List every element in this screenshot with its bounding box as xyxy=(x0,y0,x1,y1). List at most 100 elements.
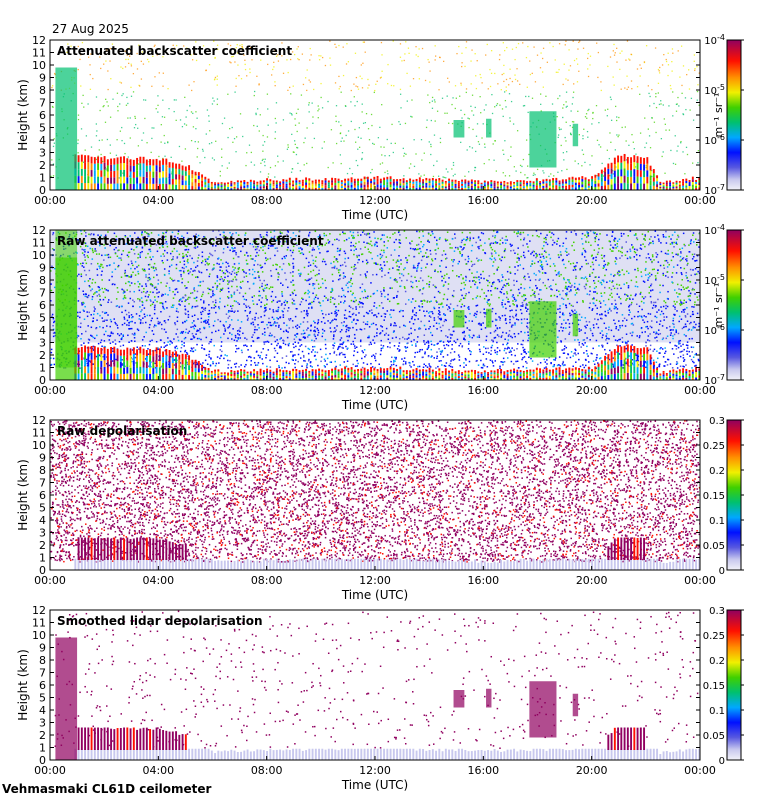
x-tick-label: 20:00 xyxy=(576,384,608,397)
x-tick-label: 16:00 xyxy=(467,384,499,397)
colorbar-tick-label: 0.1 xyxy=(709,706,725,717)
colorbar xyxy=(726,39,742,191)
y-tick-label: 4 xyxy=(39,704,46,717)
x-tick-label: 20:00 xyxy=(576,194,608,207)
y-tick-label: 1 xyxy=(39,172,46,185)
plot-area xyxy=(50,40,700,190)
colorbar-tick-label: 10-7 xyxy=(704,373,725,387)
y-tick-label: 6 xyxy=(39,489,46,502)
y-tick-label: 8 xyxy=(39,654,46,667)
x-axis-label: Time (UTC) xyxy=(341,778,408,792)
y-tick-label: 1 xyxy=(39,362,46,375)
panel-title: Attenuated backscatter coefficient xyxy=(57,44,292,58)
y-tick-label: 4 xyxy=(39,324,46,337)
y-tick-label: 12 xyxy=(32,604,46,617)
y-tick-label: 12 xyxy=(32,414,46,427)
y-tick-label: 1 xyxy=(39,552,46,565)
y-tick-label: 3 xyxy=(39,337,46,350)
plot-area xyxy=(50,610,700,760)
colorbar-tick-label: 10-4 xyxy=(704,33,725,47)
y-tick-label: 7 xyxy=(39,477,46,490)
x-tick-label: 00:00 xyxy=(684,384,716,397)
y-tick-label: 2 xyxy=(39,159,46,172)
colorbar-tick-label: 0.15 xyxy=(703,491,725,502)
y-tick-label: 5 xyxy=(39,692,46,705)
y-tick-label: 10 xyxy=(32,439,46,452)
y-tick-label: 3 xyxy=(39,147,46,160)
y-tick-label: 10 xyxy=(32,59,46,72)
x-tick-label: 08:00 xyxy=(251,574,283,587)
x-tick-label: 04:00 xyxy=(142,384,174,397)
colorbar-tick-label: 0.05 xyxy=(703,541,725,552)
y-tick-label: 0 xyxy=(39,184,46,197)
colorbar-tick-label: 0.3 xyxy=(709,606,725,617)
colorbar-tick-label: 10-4 xyxy=(704,223,725,237)
x-tick-label: 00:00 xyxy=(684,194,716,207)
y-axis-label: Height (km) xyxy=(16,79,30,150)
colorbar-tick-label: 10-5 xyxy=(704,273,725,287)
x-axis-label: Time (UTC) xyxy=(341,588,408,602)
y-tick-label: 10 xyxy=(32,249,46,262)
y-tick-label: 2 xyxy=(39,539,46,552)
panel-title: Raw depolarisation xyxy=(57,424,187,438)
x-tick-label: 12:00 xyxy=(359,194,391,207)
x-tick-label: 08:00 xyxy=(251,384,283,397)
colorbar-tick-label: 0.25 xyxy=(703,441,725,452)
x-tick-label: 20:00 xyxy=(576,574,608,587)
colorbar-tick-label: 10-7 xyxy=(704,183,725,197)
heatmap-field xyxy=(50,420,700,570)
y-tick-label: 11 xyxy=(32,47,46,60)
heatmap-field xyxy=(50,40,700,190)
x-tick-label: 00:00 xyxy=(684,764,716,777)
y-tick-label: 6 xyxy=(39,679,46,692)
colorbar-tick-label: 0.05 xyxy=(703,731,725,742)
y-tick-label: 2 xyxy=(39,729,46,742)
y-tick-label: 6 xyxy=(39,299,46,312)
colorbar xyxy=(726,229,742,381)
y-tick-label: 9 xyxy=(39,452,46,465)
footer-label: Vehmasmaki CL61D ceilometer xyxy=(2,782,211,796)
y-axis-label: Height (km) xyxy=(16,459,30,530)
y-tick-label: 12 xyxy=(32,224,46,237)
y-tick-label: 0 xyxy=(39,564,46,577)
x-tick-label: 00:00 xyxy=(34,384,66,397)
y-tick-label: 5 xyxy=(39,122,46,135)
x-tick-label: 04:00 xyxy=(142,764,174,777)
x-tick-label: 08:00 xyxy=(251,764,283,777)
y-tick-label: 11 xyxy=(32,617,46,630)
y-tick-label: 11 xyxy=(32,427,46,440)
colorbar-tick-label: 10-6 xyxy=(704,133,725,147)
x-tick-label: 16:00 xyxy=(467,194,499,207)
x-tick-label: 16:00 xyxy=(467,764,499,777)
y-tick-label: 12 xyxy=(32,34,46,47)
colorbar-tick-label: 0.2 xyxy=(709,656,725,667)
date-label: 27 Aug 2025 xyxy=(52,22,129,36)
panel-title: Smoothed lidar depolarisation xyxy=(57,614,263,628)
colorbar-tick-label: 0 xyxy=(719,756,725,767)
heatmap-field xyxy=(54,610,700,760)
colorbar-tick-label: 10-5 xyxy=(704,83,725,97)
panel-title: Raw attenuated backscatter coefficient xyxy=(57,234,324,248)
colorbar-unit: m⁻¹ sr⁻¹ xyxy=(712,283,725,328)
x-tick-label: 00:00 xyxy=(34,764,66,777)
y-tick-label: 5 xyxy=(39,312,46,325)
y-tick-label: 9 xyxy=(39,642,46,655)
x-tick-label: 20:00 xyxy=(576,764,608,777)
y-tick-label: 2 xyxy=(39,349,46,362)
x-tick-label: 12:00 xyxy=(359,384,391,397)
y-tick-label: 6 xyxy=(39,109,46,122)
y-tick-label: 5 xyxy=(39,502,46,515)
x-tick-label: 00:00 xyxy=(34,194,66,207)
y-tick-label: 4 xyxy=(39,134,46,147)
y-tick-label: 7 xyxy=(39,667,46,680)
colorbar xyxy=(726,419,742,571)
colorbar-unit: m⁻¹ sr⁻¹ xyxy=(712,93,725,138)
x-axis-label: Time (UTC) xyxy=(341,398,408,412)
y-tick-label: 3 xyxy=(39,717,46,730)
x-tick-label: 12:00 xyxy=(359,764,391,777)
y-tick-label: 11 xyxy=(32,237,46,250)
